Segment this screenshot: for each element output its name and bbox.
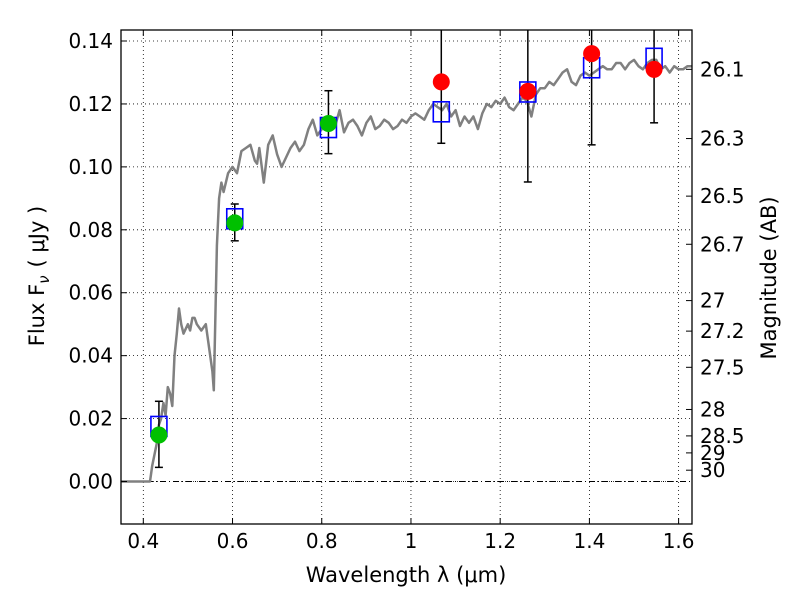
right-tick-label: 26.1 (700, 57, 745, 81)
green-error-bars (154, 89, 333, 469)
right-tick-label: 29 (700, 441, 725, 465)
red-point (432, 73, 450, 91)
x-axis-ticks: 0.4 0.6 0.8 1 1.2 1.4 1.6 (127, 30, 695, 553)
right-tick-label: 27 (700, 289, 725, 313)
right-tick-label: 30 (700, 458, 725, 482)
red-error-bars (437, 30, 659, 183)
model-photometry-boxes (150, 47, 663, 438)
y-tick-label: 0.04 (68, 344, 113, 368)
green-point (150, 426, 168, 444)
y-axis-label: Flux Fν ( μJy ) (25, 206, 53, 347)
y-tick-label: 0.00 (68, 470, 113, 494)
y-axis-label-main: Flux F (25, 284, 49, 346)
red-point (645, 60, 663, 78)
x-tick-label: 1.2 (484, 529, 516, 553)
y-tick-label: 0.14 (68, 29, 113, 53)
red-observed-points (432, 45, 663, 100)
x-tick-label: 1.6 (663, 529, 695, 553)
y-tick-label: 0.12 (68, 92, 113, 116)
right-tick-label: 28 (700, 397, 725, 421)
y-axis-label-unit: ( μJy ) (25, 206, 49, 268)
x-tick-label: 0.4 (127, 529, 159, 553)
plot-frame (120, 29, 693, 525)
y-tick-label: 0.10 (68, 155, 113, 179)
right-tick-label: 27.5 (700, 355, 745, 379)
right-tick-label: 26.7 (700, 232, 745, 256)
right-tick-label: 28.5 (700, 424, 745, 448)
grid-lines (121, 30, 692, 524)
x-tick-label: 0.8 (306, 529, 338, 553)
x-tick-label: 1.4 (573, 529, 605, 553)
model-spectrum (121, 58, 692, 483)
y-axis-label-sub: ν (35, 275, 53, 283)
y-axis-ticks: 0.00 0.02 0.04 0.06 0.08 0.10 0.12 0.14 (68, 29, 127, 494)
right-tick-label: 27.2 (700, 319, 745, 343)
green-observed-points (150, 114, 337, 444)
red-point (519, 82, 537, 100)
green-point (226, 214, 244, 232)
x-tick-label: 1 (405, 529, 418, 553)
x-axis-label: Wavelength λ (μm) (306, 563, 507, 587)
right-axis-label: Magnitude (AB) (757, 196, 781, 359)
green-point (319, 114, 337, 132)
model-photometry-box (432, 101, 451, 123)
spectrum-line (121, 58, 692, 483)
right-tick-label: 26.5 (700, 184, 745, 208)
y-tick-label: 0.02 (68, 407, 113, 431)
red-point (583, 45, 601, 63)
y-tick-label: 0.08 (68, 218, 113, 242)
right-tick-label: 26.3 (700, 127, 745, 151)
x-tick-label: 0.6 (217, 529, 249, 553)
y-tick-label: 0.06 (68, 281, 113, 305)
